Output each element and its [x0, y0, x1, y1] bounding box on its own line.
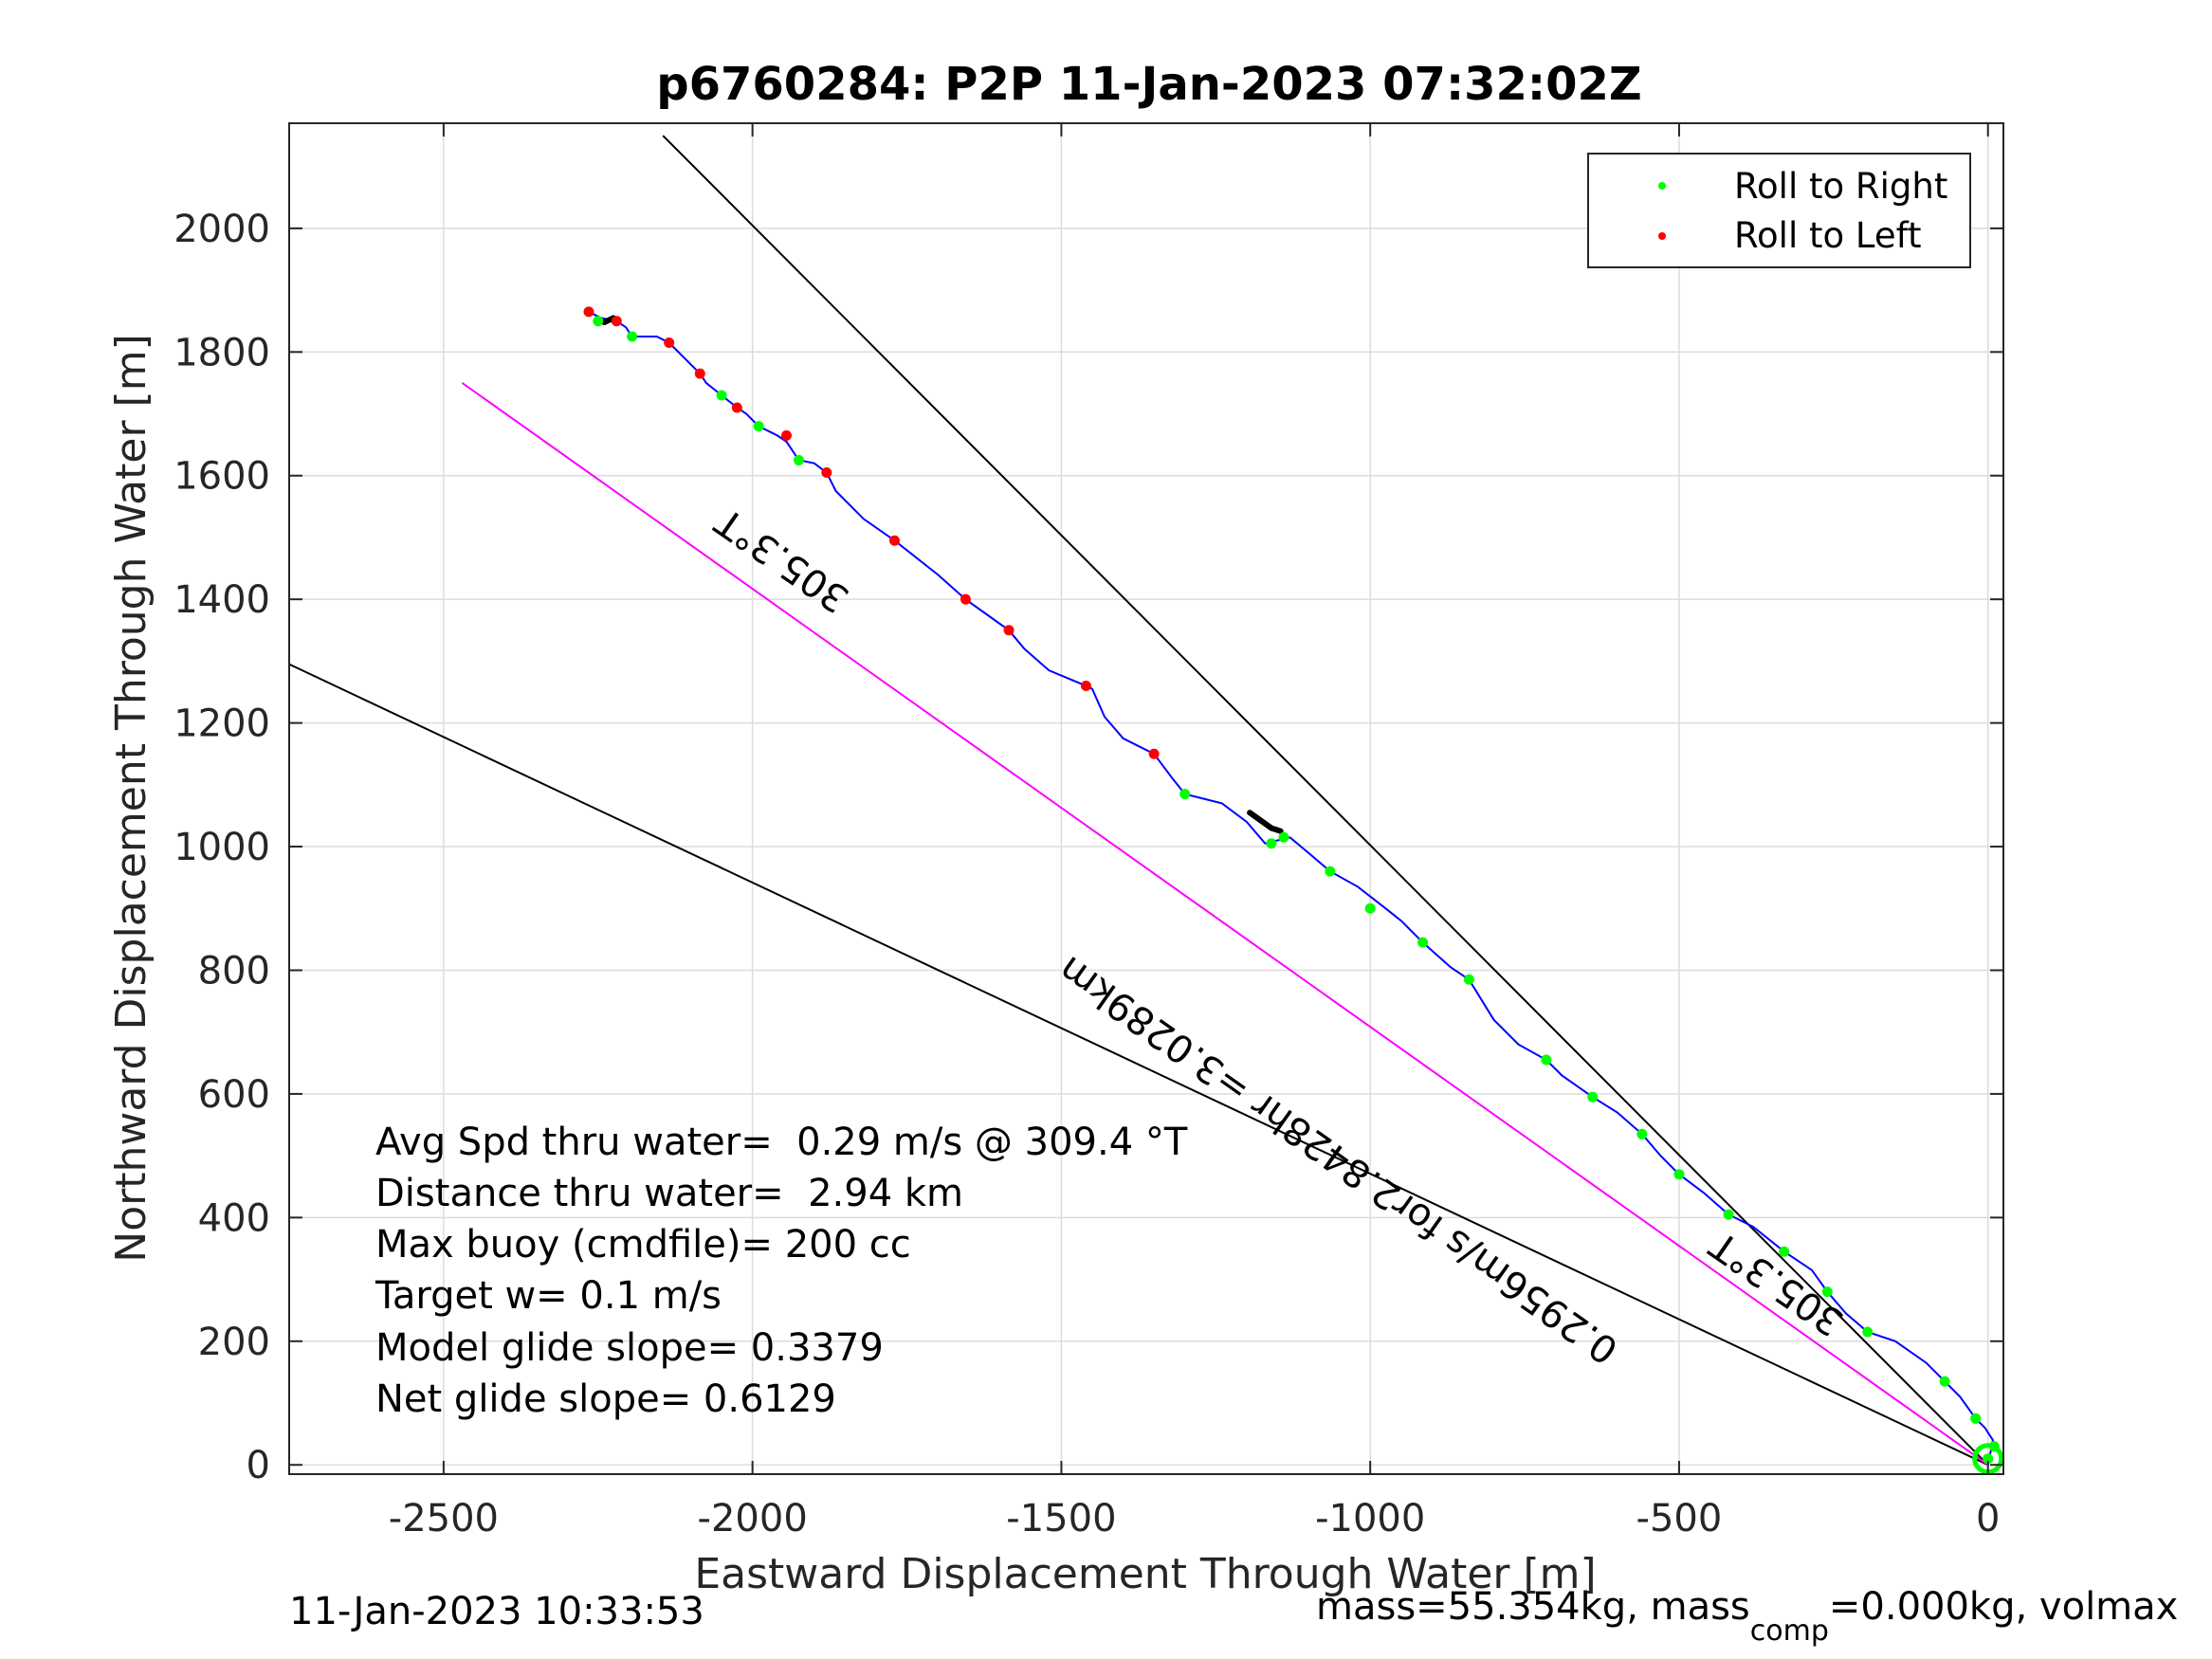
stats-block: Avg Spd thru water= 0.29 m/s @ 309.4 °T … — [375, 1121, 1188, 1421]
footer-mass-suffix: =0.000kg, volmax — [1829, 1585, 2178, 1629]
y-tick-label: 1400 — [174, 578, 270, 622]
roll-right-point — [794, 454, 805, 465]
roll-right-point — [1673, 1169, 1685, 1180]
y-tick-label: 800 — [198, 949, 270, 993]
roll-left-point — [821, 466, 832, 478]
roll-right-point — [1266, 838, 1277, 849]
roll-left-point — [583, 306, 594, 318]
roll-right-point — [1417, 937, 1429, 948]
y-tick-label: 200 — [198, 1321, 270, 1364]
stat-distance: Distance thru water= 2.94 km — [375, 1172, 963, 1215]
x-tick-label: 0 — [1976, 1497, 2000, 1540]
roll-right-point — [1983, 1453, 1994, 1465]
stat-net-glide-slope: Net glide slope= 0.6129 — [375, 1377, 836, 1421]
legend-box — [1587, 153, 1971, 268]
y-tick-label: 1000 — [174, 826, 270, 869]
roll-markers — [583, 306, 2004, 1475]
x-tick-label: -1000 — [1315, 1497, 1425, 1540]
lower-bearing-line — [288, 663, 1989, 1467]
x-tick-label: -500 — [1636, 1497, 1723, 1540]
roll-left-point — [1003, 625, 1015, 636]
course-line — [461, 382, 1989, 1467]
roll-left-point — [1148, 748, 1160, 759]
roll-left-point — [1080, 680, 1091, 691]
roll-right-point — [1939, 1376, 1950, 1387]
roll-right-point — [1988, 1441, 2000, 1452]
legend-label-roll-left: Roll to Left — [1734, 215, 1922, 256]
y-axis-label: Northward Displacement Through Water [m] — [107, 334, 155, 1262]
x-tick-label: -2500 — [389, 1497, 499, 1540]
roll-right-point — [1278, 831, 1289, 843]
footer-mass-info: mass=55.354kg, masscomp=0.000kg, volmax — [1316, 1585, 2178, 1648]
roll-right-point — [1636, 1128, 1648, 1139]
stat-target-w: Target w= 0.1 m/s — [375, 1274, 722, 1318]
grid — [289, 123, 2003, 1474]
stat-max-buoy: Max buoy (cmdfile)= 200 cc — [375, 1223, 911, 1267]
roll-right-point — [1587, 1091, 1599, 1103]
y-tick-labels: 0 200 400 600 800 1000 1200 1400 1600 1800 2000 — [174, 208, 270, 1487]
roll-right-point — [753, 421, 764, 432]
y-tick-label: 0 — [247, 1444, 270, 1487]
legend-label-roll-right: Roll to Right — [1734, 166, 1947, 207]
x-tick-label: -2000 — [698, 1497, 808, 1540]
footer-mass-prefix: mass=55.354kg, mass — [1316, 1585, 1750, 1629]
legend: Roll to Right Roll to Left — [1587, 153, 1971, 268]
roll-right-point — [716, 390, 727, 401]
roll-right-point — [627, 331, 638, 342]
y-tick-label: 2000 — [174, 208, 270, 251]
legend-marker-roll-left — [1658, 232, 1666, 240]
roll-right-point — [1970, 1413, 1982, 1424]
chart-title: p6760284: P2P 11-Jan-2023 07:32:02Z — [656, 58, 1641, 111]
legend-marker-roll-right — [1658, 182, 1666, 190]
stat-avg-speed: Avg Spd thru water= 0.29 m/s @ 309.4 °T — [375, 1121, 1188, 1164]
y-tick-label: 1800 — [174, 331, 270, 374]
x-axis-label: Eastward Displacement Through Water [m] — [694, 1550, 1596, 1598]
roll-right-point — [1179, 789, 1191, 800]
roll-left-point — [889, 535, 901, 546]
y-tick-label: 1200 — [174, 702, 270, 746]
footer-mass-subscript: comp — [1750, 1614, 1829, 1648]
y-tick-label: 400 — [198, 1196, 270, 1240]
surface-segment — [1247, 810, 1284, 834]
roll-right-point — [1325, 866, 1336, 877]
roll-right-point — [593, 316, 604, 327]
roll-right-point — [1821, 1286, 1833, 1298]
roll-right-point — [1463, 974, 1474, 985]
x-tick-labels: -2500 -2000 -1500 -1000 -500 0 — [389, 1497, 2001, 1540]
stat-model-glide-slope: Model glide slope= 0.3379 — [375, 1326, 884, 1370]
y-tick-label: 600 — [198, 1073, 270, 1117]
reference-lines — [288, 135, 1989, 1467]
roll-right-point — [1862, 1326, 1874, 1338]
roll-left-point — [960, 593, 971, 605]
roll-left-point — [780, 429, 792, 441]
upper-bearing-line — [662, 135, 1989, 1466]
roll-left-point — [731, 402, 742, 413]
roll-right-point — [1723, 1209, 1734, 1220]
plot-frame — [288, 122, 2004, 1475]
ticks — [289, 123, 2003, 1474]
roll-left-point — [664, 337, 675, 349]
roll-left-point — [694, 368, 705, 379]
y-tick-label: 1600 — [174, 455, 270, 499]
x-tick-label: -1500 — [1006, 1497, 1116, 1540]
roll-right-point — [1541, 1054, 1552, 1066]
roll-right-point — [1364, 902, 1376, 914]
roll-right-point — [1779, 1246, 1790, 1257]
footer-timestamp: 11-Jan-2023 10:33:53 — [289, 1590, 704, 1633]
roll-left-point — [611, 316, 622, 327]
